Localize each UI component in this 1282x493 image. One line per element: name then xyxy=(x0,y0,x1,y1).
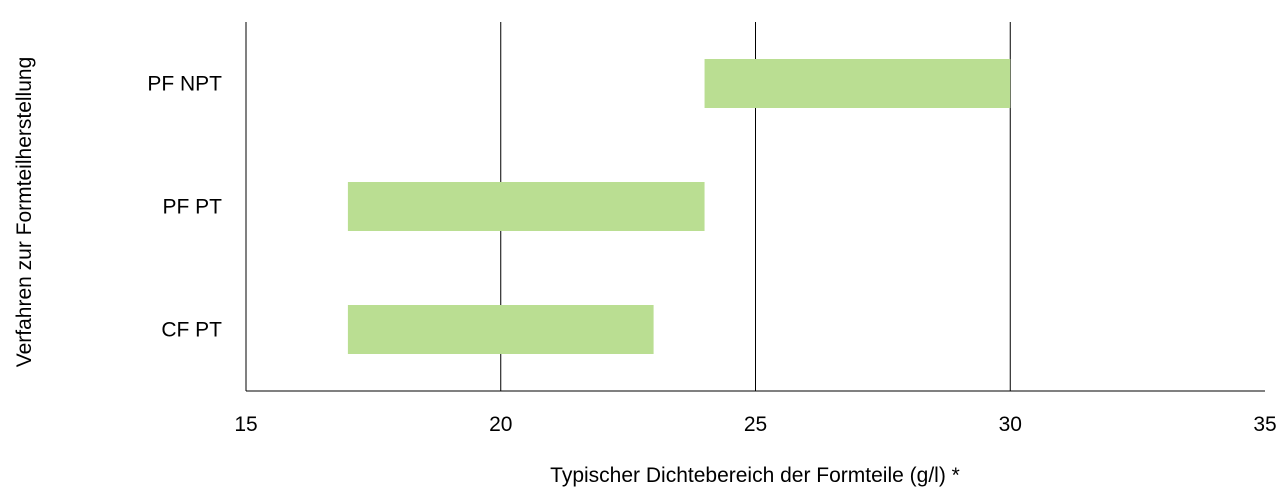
bar-cf-pt xyxy=(347,305,654,354)
axes xyxy=(245,22,1265,392)
x-tick-labels: 15 20 25 30 35 xyxy=(234,413,1276,436)
x-tick-label: 35 xyxy=(1253,413,1276,436)
x-tick-label: 15 xyxy=(234,413,257,436)
x-tick-label: 30 xyxy=(999,413,1022,436)
bar-pf-pt xyxy=(347,182,705,231)
category-label: PF PT xyxy=(162,196,222,219)
category-label: PF NPT xyxy=(147,73,222,96)
range-bars xyxy=(347,59,1011,354)
category-label: CF PT xyxy=(161,319,222,342)
x-axis-title: Typischer Dichtebereich der Formteile (g… xyxy=(550,464,960,487)
category-labels: PF NPT PF PT CF PT xyxy=(147,73,222,342)
bar-pf-npt xyxy=(704,59,1011,108)
x-tick-label: 20 xyxy=(489,413,512,436)
x-tick-label: 25 xyxy=(744,413,767,436)
y-axis-title: Verfahren zur Formteilherstellung xyxy=(13,57,36,367)
